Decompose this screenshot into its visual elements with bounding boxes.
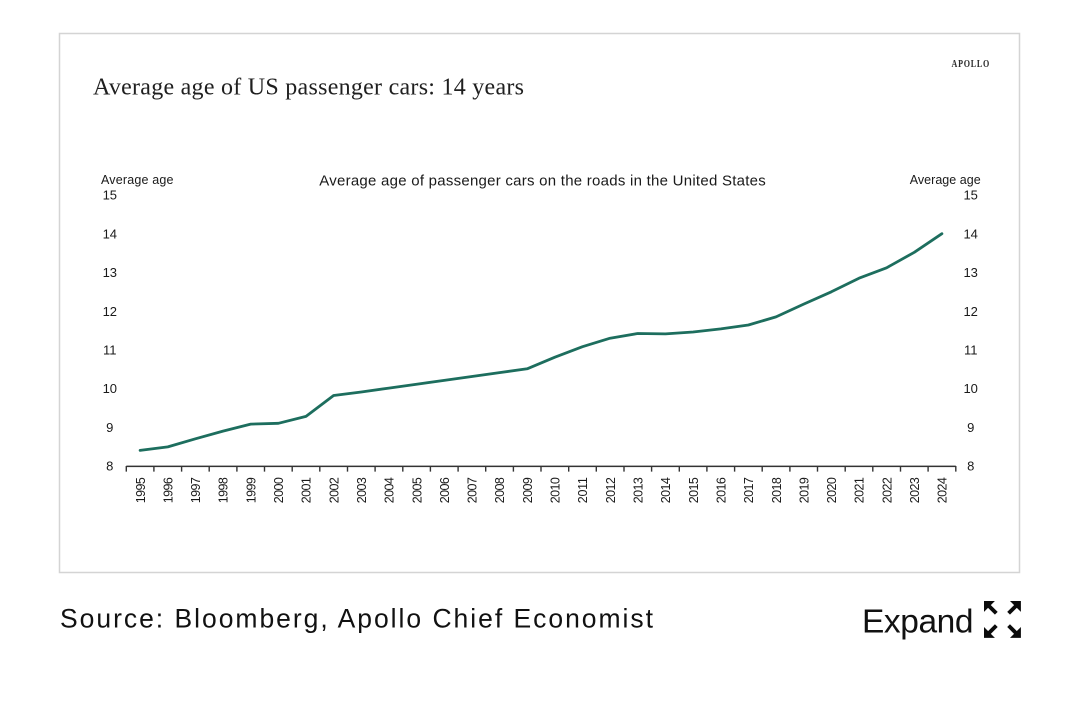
svg-text:2019: 2019 [797,477,811,503]
svg-text:12: 12 [103,304,117,319]
svg-text:12: 12 [963,304,977,319]
svg-text:Average age of US passenger ca: Average age of US passenger cars: 14 yea… [93,75,524,101]
svg-text:11: 11 [103,343,117,358]
svg-text:Average age: Average age [101,173,174,187]
svg-text:2011: 2011 [576,477,590,503]
svg-text:2010: 2010 [549,477,563,503]
svg-text:2006: 2006 [438,477,452,503]
svg-text:2005: 2005 [410,477,424,503]
svg-text:2014: 2014 [659,477,673,503]
svg-text:1998: 1998 [217,477,231,503]
svg-text:11: 11 [964,343,978,358]
svg-text:2007: 2007 [466,477,480,503]
svg-text:8: 8 [967,459,974,474]
svg-text:2016: 2016 [715,477,729,503]
svg-text:14: 14 [103,226,117,241]
svg-text:9: 9 [106,420,113,435]
svg-text:2009: 2009 [521,477,535,503]
svg-text:1995: 1995 [134,477,148,503]
svg-text:2008: 2008 [493,477,507,503]
svg-text:2024: 2024 [936,477,950,503]
svg-text:Average age of passenger cars: Average age of passenger cars on the roa… [319,173,766,190]
svg-text:10: 10 [963,381,977,396]
svg-text:2015: 2015 [687,477,701,503]
svg-text:APOLLO: APOLLO [952,58,991,70]
svg-text:1996: 1996 [161,477,175,503]
svg-text:13: 13 [963,265,977,280]
svg-text:1999: 1999 [244,477,258,503]
svg-text:15: 15 [963,188,977,203]
svg-text:2004: 2004 [383,477,397,503]
svg-text:15: 15 [103,188,117,203]
svg-text:2018: 2018 [770,477,784,503]
svg-text:2013: 2013 [632,477,646,503]
svg-text:14: 14 [963,226,977,241]
svg-text:2003: 2003 [355,477,369,503]
svg-text:Source: Bloomberg, Apollo Chie: Source: Bloomberg, Apollo Chief Economis… [60,604,654,634]
svg-text:2000: 2000 [272,477,286,503]
svg-text:2012: 2012 [604,477,618,503]
svg-text:9: 9 [967,420,974,435]
svg-text:2001: 2001 [300,477,314,503]
svg-text:2017: 2017 [742,477,756,503]
svg-text:10: 10 [103,381,117,396]
svg-text:Average age: Average age [910,173,981,187]
svg-text:Expand: Expand [862,604,974,641]
svg-text:2021: 2021 [853,477,867,503]
svg-text:2023: 2023 [908,477,922,503]
svg-text:8: 8 [106,459,113,474]
svg-text:1997: 1997 [189,477,203,503]
svg-text:2020: 2020 [825,477,839,503]
svg-text:2002: 2002 [327,477,341,503]
svg-text:13: 13 [103,265,117,280]
svg-text:2022: 2022 [880,477,894,503]
